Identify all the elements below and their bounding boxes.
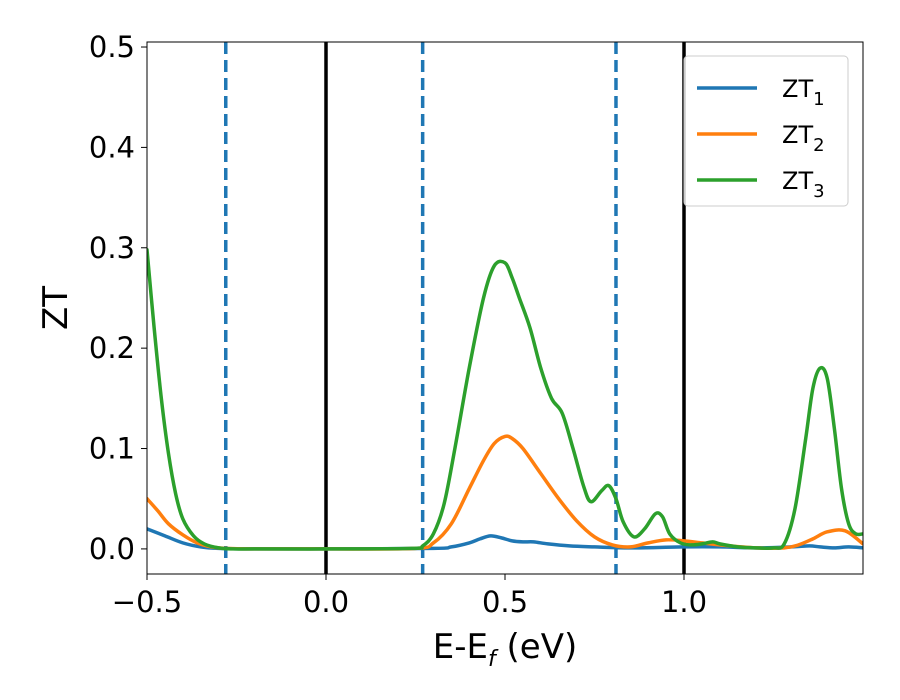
x-tick-label: −0.5 <box>112 585 182 619</box>
y-tick-label: 0.0 <box>89 532 135 566</box>
x-axis-label-unit: (eV) <box>496 627 578 667</box>
x-axis-label: E-Ef (eV) <box>433 627 578 672</box>
y-tick-label: 0.4 <box>89 130 135 164</box>
y-axis-ticks: 0.0 0.1 0.2 0.3 0.4 0.5 <box>89 30 147 566</box>
series-line-zt3 <box>147 248 863 551</box>
y-tick-label: 0.3 <box>89 231 135 265</box>
x-tick-label: 0.0 <box>303 585 349 619</box>
legend-items: ZT1 ZT2 ZT3 <box>697 75 825 202</box>
y-axis-label: ZT <box>36 286 76 330</box>
legend-label: ZT2 <box>782 121 825 156</box>
x-axis-label-subscript: f <box>488 647 499 672</box>
x-tick-label: 1.0 <box>661 585 707 619</box>
y-tick-label: 0.5 <box>89 30 135 64</box>
legend: ZT1 ZT2 ZT3 <box>683 55 849 207</box>
legend-box <box>683 55 849 207</box>
x-tick-label: 0.5 <box>482 585 528 619</box>
y-tick-label: 0.1 <box>89 432 135 466</box>
series-lines <box>147 248 863 551</box>
legend-label: ZT1 <box>782 75 825 110</box>
x-axis-ticks: −0.5 0.0 0.5 1.0 <box>112 574 707 619</box>
legend-label: ZT3 <box>782 167 825 202</box>
y-tick-label: 0.2 <box>89 331 135 365</box>
x-axis-label-main: E-E <box>433 627 488 667</box>
